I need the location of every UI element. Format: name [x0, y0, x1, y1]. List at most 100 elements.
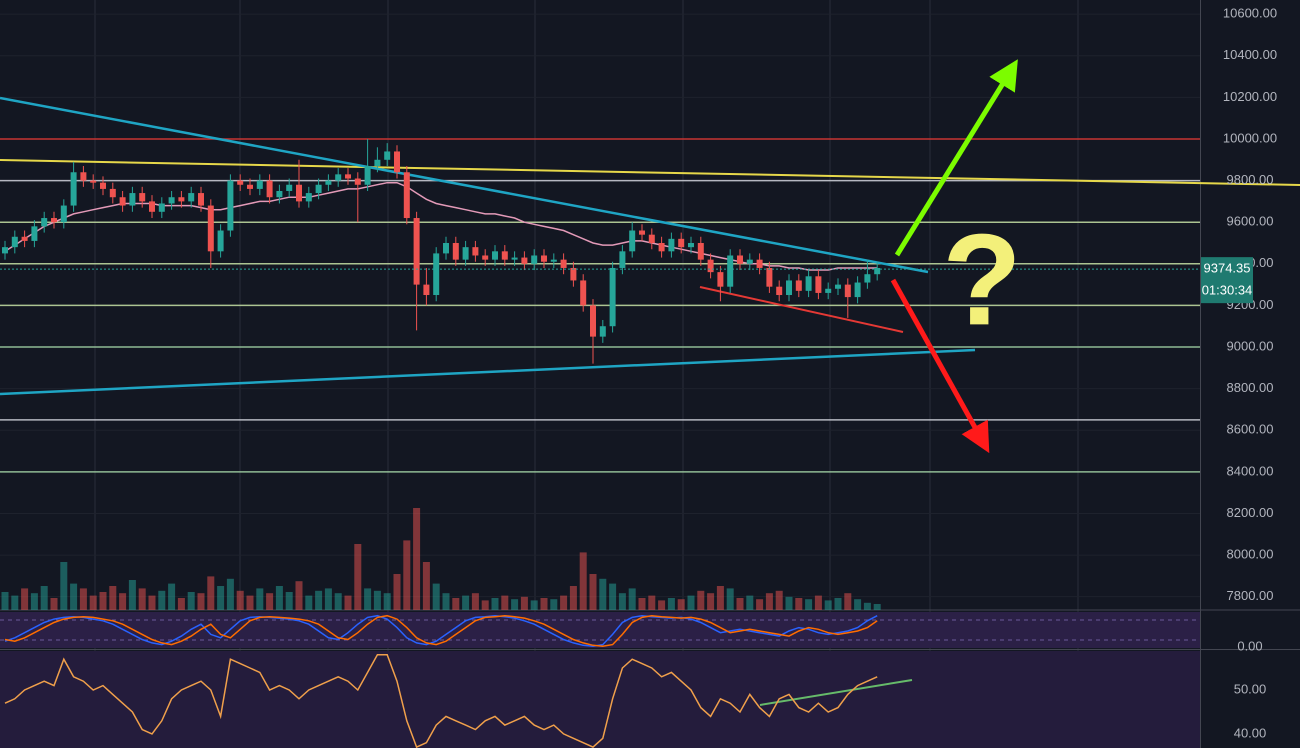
candle-body: [727, 255, 734, 287]
volume-bar: [50, 598, 58, 610]
volume-bar: [315, 590, 323, 610]
volume-bar: [413, 508, 421, 610]
volume-bar: [364, 588, 372, 610]
candle-body: [227, 180, 234, 231]
up-arrow: [894, 59, 1018, 257]
question-mark: ?: [942, 206, 1021, 352]
volume-bar: [716, 586, 724, 610]
volume-bar: [1, 592, 9, 610]
candle-body: [492, 251, 498, 260]
volume-bar: [119, 593, 127, 610]
volume-bar: [422, 562, 430, 610]
candle-body: [688, 243, 694, 248]
volume-bar: [275, 586, 283, 610]
volume-bar: [550, 599, 558, 610]
volume-bar: [383, 593, 391, 610]
candle-body: [864, 274, 871, 283]
volume-bar: [207, 576, 215, 610]
rsi-line: [4, 654, 878, 748]
y-tick-label: 10600.00: [1223, 6, 1277, 21]
volume-bar: [354, 544, 362, 610]
candle-body: [247, 184, 253, 189]
candle-body: [599, 326, 606, 337]
candle-body: [746, 259, 753, 264]
candle-body: [305, 193, 312, 202]
rsi-tick-label: 50.00: [1234, 681, 1267, 696]
candle-body: [658, 243, 665, 252]
volume-bar: [30, 593, 38, 610]
candle-body: [70, 172, 77, 206]
candle-body: [619, 251, 626, 268]
candle-body: [286, 184, 293, 191]
volume-bar: [79, 588, 87, 610]
candle-body: [168, 197, 175, 204]
y-tick-label: 9000.00: [1227, 338, 1274, 353]
candle-body: [80, 172, 87, 181]
candle-body: [11, 236, 18, 248]
candle-body: [403, 172, 410, 219]
volume-bar: [138, 588, 146, 610]
volume-bar: [795, 598, 803, 610]
candle-body: [707, 259, 714, 273]
candle-body: [198, 193, 204, 206]
volume-bar: [540, 598, 548, 610]
volume-bar: [648, 595, 656, 610]
volume-bar: [746, 595, 754, 610]
candle-body: [570, 267, 577, 281]
y-tick-label: 8800.00: [1227, 380, 1274, 395]
candle-body: [580, 280, 587, 306]
volume-bar: [824, 600, 832, 610]
candle-body: [776, 286, 783, 296]
volume-bar: [530, 600, 538, 610]
volume-bar: [628, 588, 636, 610]
volume-bar: [148, 595, 156, 610]
volume-bar: [60, 562, 68, 610]
y-tick-label: 8000.00: [1227, 547, 1274, 562]
candle-body: [51, 218, 57, 223]
candle-body: [648, 234, 655, 244]
stoch-panel: [0, 612, 1200, 648]
candle-body: [60, 205, 67, 223]
candle-body: [462, 247, 469, 260]
candle-body: [364, 166, 371, 185]
candle-body: [90, 180, 97, 183]
volume-bar: [765, 593, 773, 610]
candle-body: [844, 284, 851, 298]
trendline: [699, 286, 904, 333]
candle-body: [550, 259, 557, 262]
volume-bar: [324, 588, 332, 610]
rsi-panel: [0, 651, 1200, 748]
candle-body: [207, 205, 214, 252]
volume-bar: [168, 583, 176, 610]
volume-bar: [197, 593, 205, 610]
volume-bar: [187, 592, 195, 610]
y-tick-label: 10200.00: [1223, 89, 1277, 104]
volume-bar: [11, 595, 19, 610]
volume-bar: [295, 581, 303, 610]
volume-bar: [21, 588, 29, 610]
volume-bar: [736, 598, 744, 610]
volume-bar: [785, 596, 793, 610]
trendline: [0, 159, 1300, 186]
volume-bar: [128, 580, 136, 610]
volume-bar: [599, 578, 607, 610]
volume-bar: [658, 600, 666, 610]
candle-body: [482, 255, 489, 260]
volume-bar: [687, 595, 695, 610]
volume-bar: [393, 574, 401, 610]
candle-body: [501, 251, 508, 260]
volume-bar: [501, 595, 509, 610]
candle-body: [697, 243, 704, 260]
candle-body: [31, 226, 38, 241]
volume-bar: [854, 599, 862, 610]
candle-body: [100, 182, 106, 189]
candle-body: [531, 255, 538, 264]
candle-body: [805, 276, 812, 291]
candle-body: [786, 280, 792, 296]
y-tick-label: 8600.00: [1227, 422, 1274, 437]
candle-body: [874, 267, 881, 275]
candle-body: [119, 197, 126, 206]
volume-bar: [442, 593, 450, 610]
trendline: [0, 96, 929, 274]
